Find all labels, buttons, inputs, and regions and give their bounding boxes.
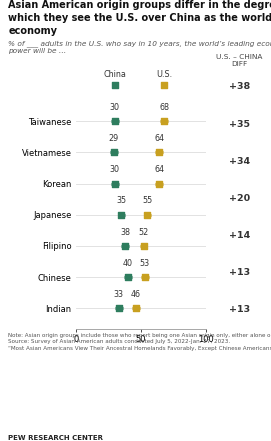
Text: 53: 53 [140, 259, 150, 268]
Text: +34: +34 [229, 157, 250, 166]
Text: +35: +35 [229, 120, 250, 129]
Text: U.S.: U.S. [156, 70, 172, 79]
Text: 30: 30 [110, 165, 120, 174]
Point [111, 149, 116, 156]
Text: 68: 68 [159, 103, 169, 112]
Text: 64: 64 [154, 134, 164, 143]
Text: +14: +14 [228, 231, 250, 240]
Text: 55: 55 [142, 196, 153, 206]
Point [141, 243, 146, 250]
Point [123, 243, 127, 250]
Point [119, 211, 124, 218]
Text: 33: 33 [114, 290, 124, 299]
Text: 35: 35 [116, 196, 127, 206]
Point [113, 180, 117, 187]
Point [157, 149, 161, 156]
Text: +38: +38 [228, 82, 250, 91]
Text: 38: 38 [120, 228, 130, 237]
Text: 29: 29 [108, 134, 119, 143]
Point [162, 118, 166, 125]
Point [117, 305, 121, 312]
Text: U.S. – CHINA
DIFF: U.S. – CHINA DIFF [216, 54, 262, 67]
Text: 52: 52 [138, 228, 149, 237]
Text: PEW RESEARCH CENTER: PEW RESEARCH CENTER [8, 434, 103, 441]
Text: % of ___ adults in the U.S. who say in 10 years, the world’s leading economic
po: % of ___ adults in the U.S. who say in 1… [8, 40, 271, 54]
Point [113, 82, 117, 89]
Text: Asian American origin groups differ in the degree to
which they see the U.S. ove: Asian American origin groups differ in t… [8, 0, 271, 36]
Point [134, 305, 138, 312]
Text: 46: 46 [131, 290, 141, 299]
Text: 40: 40 [123, 259, 133, 268]
Text: China: China [104, 70, 126, 79]
Point [162, 82, 166, 89]
Text: +13: +13 [229, 306, 250, 314]
Text: Note: Asian origin groups include those who report being one Asian origin only, : Note: Asian origin groups include those … [8, 333, 271, 351]
Text: 64: 64 [154, 165, 164, 174]
Text: 30: 30 [110, 103, 120, 112]
Point [157, 180, 161, 187]
Text: +20: +20 [229, 194, 250, 203]
Point [113, 118, 117, 125]
Text: +13: +13 [229, 268, 250, 277]
Point [145, 211, 150, 218]
Point [126, 273, 130, 280]
Point [143, 273, 147, 280]
